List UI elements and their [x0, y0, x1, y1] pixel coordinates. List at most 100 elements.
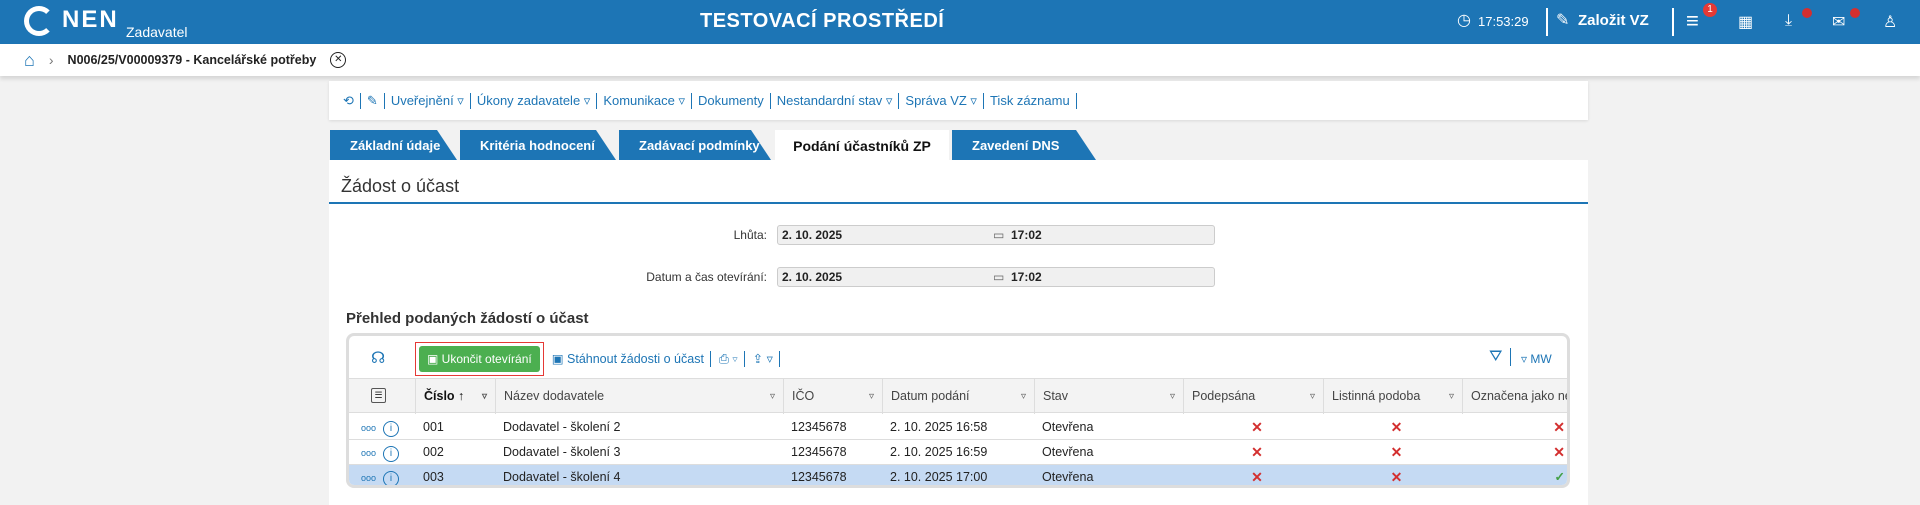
button-label: Ukončit otevírání — [441, 352, 532, 366]
export-icon[interactable]: ⇪ ▿ — [753, 351, 780, 367]
col-cislo[interactable]: Číslo ↑ ▿ — [415, 379, 495, 414]
more-actions-icon[interactable]: ooo — [361, 448, 377, 458]
toolbar-uverejneni[interactable]: Uveřejnění ▿ — [385, 92, 471, 109]
print-icon[interactable]: ⎙ ▿ — [719, 351, 745, 367]
col-nazev[interactable]: Název dodavatele ▿ — [495, 379, 783, 414]
menu-icon[interactable]: ≡ — [1686, 8, 1699, 33]
table-row[interactable]: ooo i 003 Dodavatel - školení 4 12345678 2. 1… — [349, 465, 1567, 485]
info-icon[interactable]: i — [375, 440, 403, 465]
ico-cell: 12345678 — [791, 445, 847, 459]
col-ico[interactable]: IČO ▿ — [783, 379, 882, 414]
table-row[interactable]: ooo i 001 Dodavatel - školení 2 12345678 2. 1… — [349, 415, 1567, 440]
otevirani-label: Datum a čas otevírání: — [646, 270, 767, 284]
calendar-icon[interactable]: ▦ — [1738, 14, 1754, 31]
lhuta-label: Lhůta: — [733, 228, 767, 242]
divider — [1546, 8, 1548, 36]
col-oznacena[interactable]: Označena jako ne — [1462, 379, 1570, 414]
stav-cell: Otevřena — [1042, 470, 1094, 484]
divider — [329, 202, 1588, 204]
col-label: Podepsána — [1192, 389, 1256, 403]
breadcrumb-item[interactable]: N006/25/V00009379 - Kancelářské potřeby — [67, 53, 317, 67]
toolbar-komunikace[interactable]: Komunikace ▿ — [597, 92, 692, 109]
col-label: IČO — [792, 389, 815, 403]
close-icon[interactable]: ✕ — [330, 52, 347, 68]
breadcrumb: ⌂ › N006/25/V00009379 - Kancelářské potř… — [0, 44, 1920, 76]
lhuta-field[interactable]: 2. 10. 2025 ▭ 17:02 — [777, 225, 1215, 245]
calendar-icon[interactable]: ▭ — [993, 228, 1005, 242]
col-listinna[interactable]: Listinná podoba ▿ — [1323, 379, 1462, 414]
col-datum[interactable]: Datum podání ▿ — [882, 379, 1034, 414]
refresh-icon[interactable]: ⟲ — [337, 92, 361, 109]
info-icon[interactable]: i — [375, 415, 403, 440]
cross-icon: ✕ — [1251, 444, 1263, 460]
otevirani-field[interactable]: 2. 10. 2025 ▭ 17:02 — [777, 267, 1215, 287]
view-selector[interactable]: ▿ MW — [1521, 352, 1552, 366]
view-label: MW — [1530, 352, 1552, 366]
divider — [1672, 8, 1674, 36]
download-dot — [1802, 8, 1812, 18]
tab-zavedeni-dns[interactable]: Zavedení DNS — [952, 130, 1096, 160]
table-row[interactable]: ooo i 002 Dodavatel - školení 3 12345678 2. 1… — [349, 440, 1567, 465]
toolbar-tisk[interactable]: Tisk záznamu — [984, 92, 1077, 109]
more-actions-icon[interactable]: ooo — [361, 423, 377, 433]
datum-cell: 2. 10. 2025 17:00 — [890, 470, 988, 484]
toolbar-dokumenty[interactable]: Dokumenty — [692, 92, 771, 109]
section-title: Žádost o účast — [341, 176, 460, 196]
mail-icon[interactable]: ✉ — [1832, 14, 1846, 31]
home-icon[interactable]: ⌂ — [24, 49, 35, 70]
datum-cell: 2. 10. 2025 16:58 — [890, 420, 988, 434]
cross-icon: ✕ — [1251, 419, 1263, 435]
download-icon[interactable]: ⤓ — [1785, 12, 1793, 29]
cross-icon: ✕ — [1390, 444, 1403, 460]
more-actions-icon[interactable]: ooo — [361, 473, 377, 483]
cislo-cell: 001 — [423, 420, 444, 434]
end-opening-button[interactable]: ▣ Ukončit otevírání — [419, 346, 540, 372]
col-label: Stav — [1043, 389, 1069, 403]
toolbar-nestandardni[interactable]: Nestandardní stav ▿ — [771, 92, 900, 109]
tab-zadavaci-podminky[interactable]: Zadávací podmínky — [619, 130, 771, 160]
info-icon[interactable]: i — [375, 465, 403, 485]
toolbar-sprava[interactable]: Správa VZ ▿ — [899, 92, 984, 109]
filter-icon[interactable]: ⛛ — [1489, 348, 1512, 366]
toolbar-ukony[interactable]: Úkony zadavatele ▿ — [471, 92, 598, 109]
datum-cell: 2. 10. 2025 16:59 — [890, 445, 988, 459]
download-submissions-button[interactable]: ▣ Stáhnout žádosti o účast — [552, 351, 711, 367]
col-label: Označena jako ne — [1471, 389, 1570, 403]
col-label: Název dodavatele — [504, 389, 605, 403]
user-icon[interactable]: ♙ — [1883, 14, 1898, 31]
col-label: Číslo — [424, 389, 455, 403]
environment-title: TESTOVACÍ PROSTŘEDÍ — [700, 10, 945, 32]
tab-kriteria[interactable]: Kritéria hodnocení — [460, 130, 616, 160]
cross-icon: ✕ — [1390, 419, 1403, 435]
nazev-cell: Dodavatel - školení 2 — [503, 420, 621, 434]
col-stav[interactable]: Stav ▿ — [1034, 379, 1183, 414]
tab-zakladni-udaje[interactable]: Základní údaje — [330, 130, 457, 160]
col-label: Listinná podoba — [1332, 389, 1421, 403]
tab-podani-ucastniku[interactable]: Podání účastníků ZP — [775, 130, 949, 160]
mail-dot — [1850, 8, 1860, 18]
stav-cell: Otevřena — [1042, 420, 1094, 434]
edit-icon[interactable]: ✎ — [361, 92, 385, 109]
grid-title: Přehled podaných žádostí o účast — [346, 310, 589, 327]
cislo-cell: 002 — [423, 445, 444, 459]
cross-icon: ✕ — [1553, 419, 1565, 435]
cislo-cell: 003 — [423, 470, 444, 484]
time-value: 17:02 — [1011, 228, 1042, 242]
action-toolbar: ⟲ ✎ Uveřejnění ▿ Úkony zadavatele ▿ Komu… — [329, 81, 1588, 120]
highlight-box: ▣ Ukončit otevírání — [415, 342, 544, 376]
logo-text: NEN — [62, 6, 119, 33]
submissions-grid: ☊ ▣ Ukončit otevírání ▣ Stáhnout žádosti… — [346, 333, 1570, 488]
edit-icon[interactable]: ✎ — [1556, 12, 1570, 29]
create-vz-button[interactable]: Založit VZ — [1578, 12, 1649, 29]
date-value: 2. 10. 2025 — [782, 228, 843, 242]
calendar-icon[interactable]: ▭ — [993, 270, 1005, 284]
column-settings-icon[interactable]: ☰ — [371, 388, 386, 403]
clock-time: 17:53:29 — [1478, 14, 1529, 29]
nazev-cell: Dodavatel - školení 3 — [503, 445, 621, 459]
col-podepsana[interactable]: Podepsána ▿ — [1183, 379, 1323, 414]
ico-cell: 12345678 — [791, 420, 847, 434]
award-icon[interactable]: ☊ — [371, 350, 386, 367]
button-label: Stáhnout žádosti o účast — [567, 352, 704, 366]
clock-icon: ◷ — [1457, 12, 1471, 29]
table-header: ☰ Číslo ↑ ▿ Název dodavatele ▿ IČO ▿ Datum … — [349, 378, 1570, 414]
